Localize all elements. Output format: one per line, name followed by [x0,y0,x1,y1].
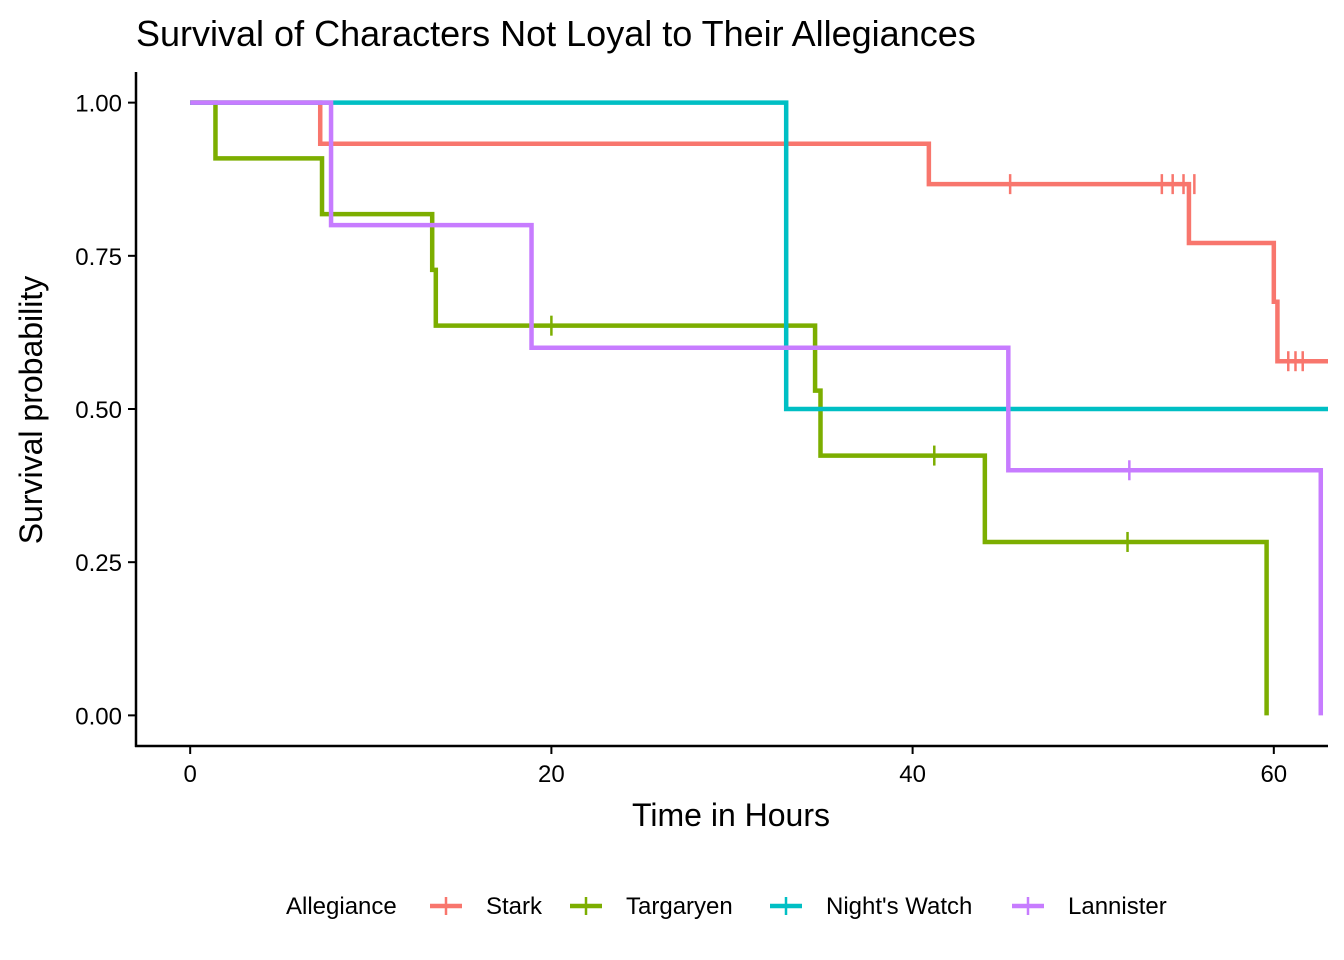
legend-label: Targaryen [626,893,733,920]
y-tick-label: 0.25 [75,550,122,577]
series-stark [190,100,1328,372]
y-tick-label: 0.00 [75,703,122,730]
legend-entries: Stark Targaryen Night's Watch Lannister [430,893,1167,920]
legend-item: Stark [430,893,543,920]
plot-area [190,100,1328,716]
x-tick-label: 0 [184,761,197,788]
x-tick-label: 40 [899,761,926,788]
legend-label: Night's Watch [826,893,972,920]
series-line [190,100,1328,412]
series-line [190,100,1324,716]
series-targaryen [190,100,1269,716]
y-axis-title: Survival probability [13,276,49,545]
legend-label: Stark [486,893,543,920]
y-tick-label: 0.50 [75,397,122,424]
series-lannister [190,100,1324,716]
legend-title: Allegiance [286,893,397,920]
y-axis-ticks: 0.00 0.25 0.50 0.75 1.00 [75,91,136,730]
x-tick-label: 60 [1260,761,1287,788]
y-tick-label: 0.75 [75,244,122,271]
legend-item: Lannister [1012,893,1167,920]
x-axis-title: Time in Hours [632,797,830,833]
series-line [190,100,1269,716]
chart-title: Survival of Characters Not Loyal to Thei… [136,13,976,54]
legend-label: Lannister [1068,893,1167,920]
x-axis-ticks: 0 20 40 60 [184,746,1287,788]
y-tick-label: 1.00 [75,91,122,118]
series-night-s-watch [190,100,1328,412]
x-tick-label: 20 [538,761,565,788]
legend: Allegiance Stark Targaryen Night's Watch La… [286,893,1167,920]
series-line [190,100,1328,364]
legend-item: Night's Watch [770,893,972,920]
legend-item: Targaryen [570,893,733,920]
